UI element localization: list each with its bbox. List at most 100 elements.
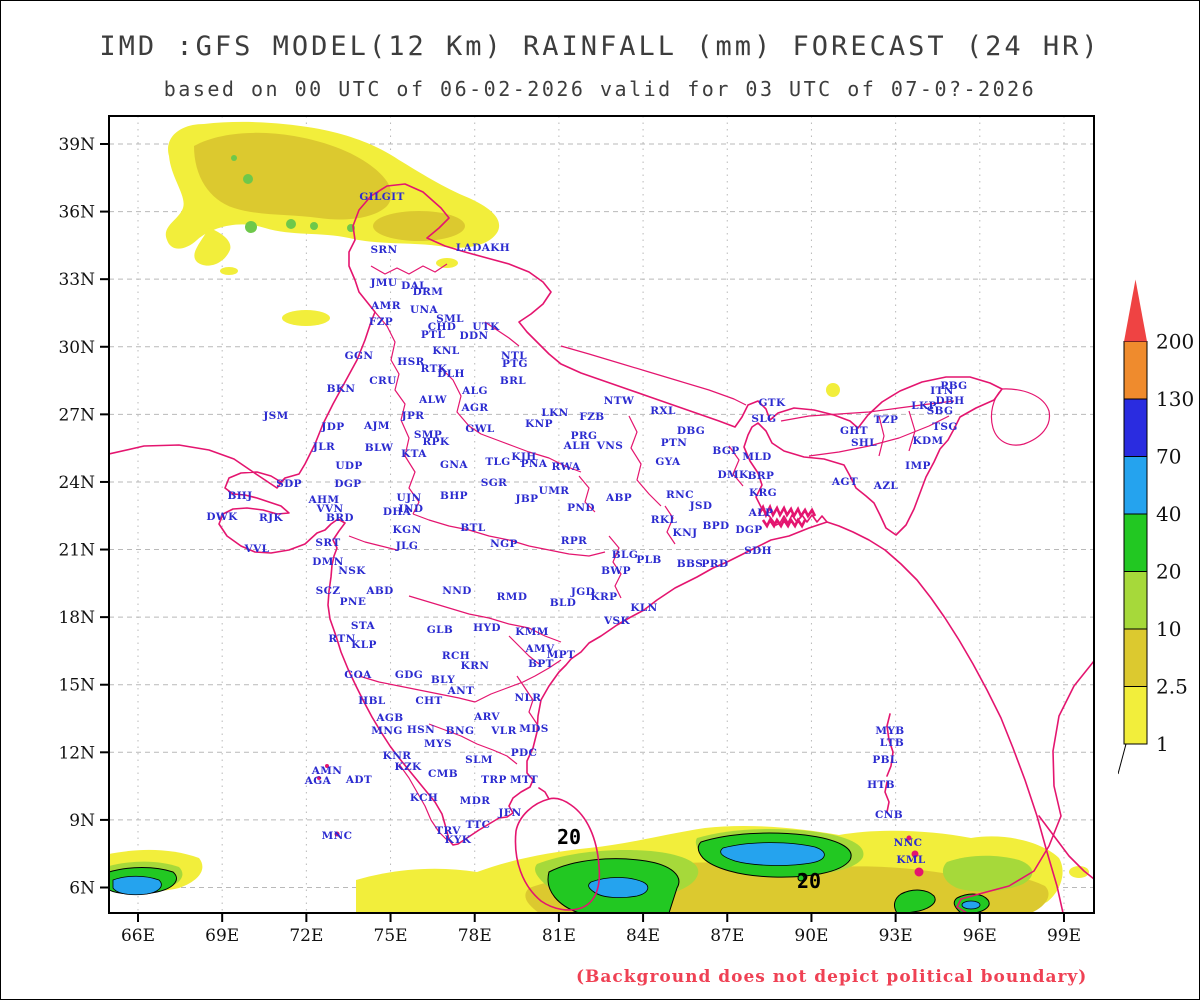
svg-text:AZL: AZL <box>873 480 899 492</box>
svg-text:MYS: MYS <box>424 738 452 750</box>
svg-text:SBG: SBG <box>927 405 954 417</box>
svg-text:DMK: DMK <box>717 469 749 481</box>
svg-text:HYD: HYD <box>473 622 501 634</box>
svg-text:CRU: CRU <box>369 375 396 387</box>
svg-text:72E: 72E <box>289 926 323 946</box>
svg-text:PNA: PNA <box>521 458 548 470</box>
svg-text:DBG: DBG <box>677 425 705 437</box>
svg-text:93E: 93E <box>879 926 913 946</box>
svg-text:SCZ: SCZ <box>316 585 341 597</box>
svg-text:SMP: SMP <box>414 429 442 441</box>
svg-text:DGP: DGP <box>735 524 762 536</box>
svg-text:TLG: TLG <box>485 456 510 468</box>
svg-text:DRM: DRM <box>413 286 444 298</box>
svg-text:ALP: ALP <box>748 507 774 519</box>
svg-text:ABD: ABD <box>365 585 393 597</box>
svg-text:87E: 87E <box>710 926 744 946</box>
svg-text:KYK: KYK <box>445 834 472 846</box>
svg-text:90E: 90E <box>794 926 828 946</box>
svg-text:NLR: NLR <box>515 692 542 704</box>
svg-text:BPT: BPT <box>528 658 554 670</box>
svg-text:TTC: TTC <box>466 819 491 831</box>
svg-text:75E: 75E <box>374 926 408 946</box>
svg-text:JFN: JFN <box>497 807 521 819</box>
svg-text:RNC: RNC <box>666 489 694 501</box>
svg-text:SDH: SDH <box>744 545 772 557</box>
svg-text:SRT: SRT <box>315 537 340 549</box>
svg-text:CMB: CMB <box>428 768 458 780</box>
svg-text:TRP: TRP <box>481 774 507 786</box>
svg-text:BLD: BLD <box>550 597 577 609</box>
svg-text:GNA: GNA <box>440 459 468 471</box>
axis-layer: 66E 69E 72E 75E 78E 81E 84E 87E 90E 93E 96E 99E 39N 3… <box>58 135 1081 946</box>
svg-text:130: 130 <box>1156 387 1194 411</box>
svg-text:40: 40 <box>1156 502 1181 526</box>
map-frame <box>108 115 1095 914</box>
svg-text:UDP: UDP <box>335 460 362 472</box>
svg-text:KML: KML <box>896 854 926 866</box>
svg-text:NTW: NTW <box>604 395 634 407</box>
svg-text:RWA: RWA <box>552 461 581 473</box>
svg-text:SRN: SRN <box>370 244 397 256</box>
svg-text:HSN: HSN <box>407 724 435 736</box>
svg-text:PTG: PTG <box>502 358 528 370</box>
svg-text:AMV: AMV <box>524 643 555 655</box>
svg-text:PND: PND <box>567 502 595 514</box>
svg-text:DHA: DHA <box>383 506 412 518</box>
svg-text:HBL: HBL <box>358 695 386 707</box>
svg-text:39N: 39N <box>58 135 95 155</box>
svg-text:RTK: RTK <box>421 363 448 375</box>
svg-text:FZB: FZB <box>579 411 604 423</box>
svg-text:PDC: PDC <box>511 747 538 759</box>
svg-text:MNG: MNG <box>371 725 402 737</box>
svg-text:NGP: NGP <box>490 538 518 550</box>
svg-text:JSM: JSM <box>262 410 288 422</box>
svg-text:20: 20 <box>557 825 581 849</box>
svg-text:PRG: PRG <box>571 430 598 442</box>
svg-text:MNC: MNC <box>322 830 353 842</box>
svg-text:RPR: RPR <box>561 535 588 547</box>
svg-text:GTK: GTK <box>758 397 786 409</box>
svg-text:DBH: DBH <box>935 395 964 407</box>
svg-text:BKN: BKN <box>327 383 356 395</box>
page-title: IMD :GFS MODEL(12 Km) RAINFALL (mm) FORE… <box>99 31 1101 62</box>
svg-text:VVN: VVN <box>315 503 343 515</box>
svg-text:LTB: LTB <box>880 737 904 749</box>
svg-text:BHJ: BHJ <box>228 490 253 502</box>
map-area: GILGIT SRN LADAKH JMU DAL DRM AMR UNA SML FZP CHD P… <box>58 115 1095 946</box>
svg-text:RKL: RKL <box>651 514 678 526</box>
svg-text:KMM: KMM <box>515 626 549 638</box>
svg-text:DWK: DWK <box>206 511 238 523</box>
svg-text:JBP: JBP <box>515 493 539 505</box>
svg-text:99E: 99E <box>1047 926 1081 946</box>
svg-text:81E: 81E <box>542 926 576 946</box>
svg-text:36N: 36N <box>58 203 95 223</box>
svg-text:ALW: ALW <box>418 394 447 406</box>
svg-text:LADAKH: LADAKH <box>456 242 510 254</box>
svg-text:MDS: MDS <box>519 723 549 735</box>
svg-text:66E: 66E <box>121 926 155 946</box>
svg-text:6N: 6N <box>69 878 95 898</box>
svg-text:NNC: NNC <box>894 837 923 849</box>
svg-text:20: 20 <box>1156 560 1181 584</box>
svg-text:KLN: KLN <box>630 602 657 614</box>
svg-text:27N: 27N <box>58 405 95 425</box>
svg-text:BLY: BLY <box>431 674 455 686</box>
svg-text:UTK: UTK <box>472 321 500 333</box>
background-disclaimer: (Background does not depict political bo… <box>576 967 1088 987</box>
svg-text:JLR: JLR <box>312 441 335 453</box>
svg-text:RTN: RTN <box>328 633 355 645</box>
svg-text:KLP: KLP <box>351 639 377 651</box>
svg-text:AJM: AJM <box>363 420 390 432</box>
svg-text:RJK: RJK <box>259 512 283 524</box>
svg-text:KRP: KRP <box>591 591 618 603</box>
svg-text:AGR: AGR <box>460 402 488 414</box>
svg-text:RCH: RCH <box>442 650 470 662</box>
svg-text:NSK: NSK <box>338 565 366 577</box>
svg-text:CHT: CHT <box>415 695 442 707</box>
svg-text:CNB: CNB <box>875 809 903 821</box>
svg-text:UNA: UNA <box>410 304 439 316</box>
svg-text:69E: 69E <box>205 926 239 946</box>
